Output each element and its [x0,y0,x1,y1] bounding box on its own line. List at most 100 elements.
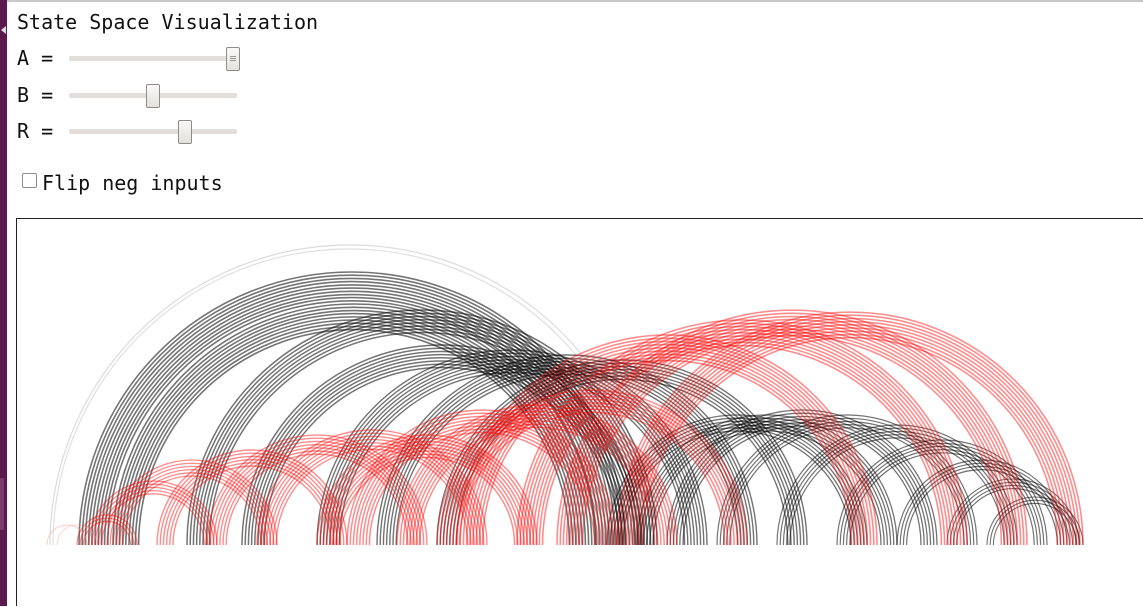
red-arc [262,435,482,546]
red-arc [109,462,275,546]
red-arc [405,413,669,546]
red-arc [538,341,946,546]
a-slider[interactable] [69,45,240,71]
red-arc [418,426,656,546]
slider-r-label: R = [17,119,54,143]
black-arc [846,449,1038,546]
black-arc [94,287,610,546]
collapse-arrow-icon[interactable] [1,26,6,34]
red-arc [516,319,968,546]
b-slider-thumb[interactable] [146,84,160,108]
red-arc [162,455,342,546]
black-arc [669,412,935,546]
red-arc [272,445,472,546]
black-arc [986,496,1084,546]
black-arc [722,420,972,546]
black-arc [186,309,658,546]
red-arc [396,404,678,546]
red-arc [156,449,348,546]
black-arc [452,375,792,546]
state-space-canvas[interactable] [16,218,1143,606]
red-arc [338,456,516,546]
black-arc [84,277,620,546]
red-arc [522,325,962,546]
red-arc [115,469,269,546]
black-arc [719,417,975,546]
black-arc [376,354,758,546]
flip-neg-inputs-label[interactable]: Flip neg inputs [42,171,223,195]
r-slider-thumb[interactable] [178,120,192,144]
red-arc [368,431,596,546]
red-arc [172,465,332,546]
black-arc [436,359,808,546]
side-panel-tab[interactable] [0,478,4,530]
black-arc [112,303,596,546]
red-arc [209,437,425,546]
red-arc [76,514,138,546]
red-arc [442,395,742,546]
black-arc [776,424,1018,546]
red-arc [355,418,609,546]
flip-neg-inputs-checkbox[interactable] [22,173,37,188]
red-arc [101,493,205,546]
black-arc [992,502,1078,546]
black-arc [78,271,626,546]
red-arc [629,324,1071,546]
black-arc [125,316,583,546]
r-slider[interactable] [69,118,237,144]
black-arc [606,414,868,546]
black-arc [726,424,968,546]
red-arc [112,465,272,546]
a-slider-thumb[interactable] [226,47,240,71]
b-slider[interactable] [69,82,237,108]
red-arc [459,337,875,546]
red-arc [541,344,943,546]
red-arc [91,483,215,546]
red-arc-group [46,309,1084,546]
red-arc [362,425,602,546]
black-arc [195,318,649,546]
red-arc [535,338,949,546]
red-arc [359,422,605,546]
red-arc [165,458,339,546]
black-arc [325,358,699,546]
red-arc [97,489,209,546]
red-arc [462,340,872,546]
black-arc [202,325,642,546]
black-arc [779,427,1015,546]
red-arc [625,320,1075,546]
red-arc [439,392,745,546]
black-arc [107,300,597,546]
black-arc [666,409,938,546]
black-arc [442,365,802,546]
black-arc [192,315,652,546]
black-arc [263,366,621,546]
slider-b-label: B = [17,83,54,107]
black-arc [849,452,1035,546]
black-arc [97,290,607,546]
black-arc [81,274,623,546]
red-arc [638,333,1062,546]
r-slider-track[interactable] [69,129,237,134]
red-arc [452,405,732,546]
red-arc [635,330,1065,546]
black-arc [322,355,702,546]
slider-a-label: A = [17,46,54,70]
arc-faint [52,248,646,546]
black-arc [247,350,637,546]
red-arc [465,343,869,546]
red-arc [469,347,865,546]
black-arc [250,353,634,546]
arc-faint [49,244,651,546]
black-arc [244,347,640,546]
red-arc [575,328,1009,546]
red-arc [481,359,853,546]
black-arc [786,434,1008,546]
red-arc [559,312,1025,546]
red-arc [169,462,335,546]
a-slider-track[interactable] [69,56,237,61]
red-arc [641,336,1059,546]
red-arc [525,328,959,546]
black-arc-group [49,244,1084,546]
red-arc [622,317,1078,546]
